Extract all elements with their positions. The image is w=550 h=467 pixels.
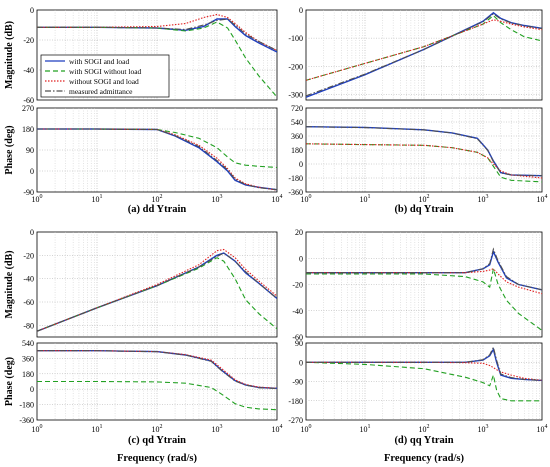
panel-2-phase-ytick-label: -360 [288,188,303,197]
panel-2-phase-ytick-label: 720 [291,104,303,113]
panel-2-phase-series-3-line [306,143,542,179]
panel-3-phase-ytick-label: 180 [22,370,34,379]
panel-2-phase-xtick-label: 100 [301,194,312,204]
panel-4-title: (d) qq Ytrain [394,435,453,446]
panel-3-phase-xtick-label: 100 [32,424,43,434]
panel-4-phase-ytick-label: 90 [295,339,303,348]
panel-2-magnitude-ytick-label: -100 [288,34,303,43]
panel-3-magnitude-series-4-line [37,252,277,332]
panel-4-phase-ytick-label: -180 [288,397,303,406]
panel-1-magnitude-ylabel: Magnitude (dB) [4,21,15,89]
panel-2-magnitude-ytick-label: -300 [288,90,303,99]
panel-3-phase-ytick-label: 540 [22,339,34,348]
panel-4-phase-xtick-label: 104 [537,424,548,434]
panel-4-phase-xtick-label: 100 [301,424,312,434]
panel-2-phase-xtick-label: 104 [537,194,548,204]
panel-4-phase-xtick-label: 102 [419,424,430,434]
panel-4-magnitude-ytick-label: -60 [292,333,303,342]
panel-3-phase-xtick-label: 102 [152,424,163,434]
panel-3-title: (c) qd Ytrain [128,435,186,446]
legend-entry-1: with SOGI and load [69,57,129,66]
panel-2-phase-xtick-label: 102 [419,194,430,204]
panel-3-phase-ytick-label: 360 [22,354,34,363]
legend-entry-4: measured admittance [69,87,133,96]
panel-3-magnitude-ytick-label: 0 [30,228,34,237]
panel-4-phase-ytick-label: -270 [288,416,303,425]
panel-1-phase-xtick-label: 103 [212,194,223,204]
panel-2-phase-xtick-label: 103 [478,194,489,204]
panel-2-magnitude-series-4-line [306,13,542,97]
panel-4-phase-ytick-label: -90 [292,378,303,387]
panel-1-phase-xtick-label: 100 [32,194,43,204]
panel-4-magnitude-series-2-line [306,268,542,331]
panel-3-phase-xtick-label: 104 [272,424,283,434]
panel-1-phase-ytick-label: 90 [26,146,34,155]
panel-1-phase-ytick-label: 0 [30,167,34,176]
panel-3-phase-series-3-line [37,350,277,389]
panel-4-magnitude-ytick-label: -20 [292,281,303,290]
legend-entry-3: without SOGI and load [69,77,139,86]
panel-3-magnitude-ytick-label: -20 [23,251,34,260]
panel-3-phase-ylabel: Phase (deg) [4,357,15,406]
panel-4-phase-series-2-line [306,361,542,402]
panel-2-phase-ytick-label: -180 [288,174,303,183]
panel-2-title: (b) dq Ytrain [394,204,453,215]
panel-2-magnitude-series-3-line [306,19,542,81]
panel-4-magnitude-ytick-label: -40 [292,307,303,316]
panel-4-magnitude-ytick-label: 0 [299,254,303,263]
panel-4-phase-xtick-label: 101 [360,424,371,434]
panel-1-phase-ytick-label: 180 [22,125,34,134]
panel-2-phase-ytick-label: 540 [291,118,303,127]
panel-4-phase-xtick-label: 103 [478,424,489,434]
panel-4-phase-ytick-label: 0 [299,358,303,367]
panel-3-phase-xtick-label: 101 [92,424,103,434]
panel-4-phase-series-4-line [306,345,542,381]
panel-3-magnitude-series-3-line [37,248,277,332]
panel-3-phase-series-4-line [37,350,277,390]
panel-1-phase-series-4-line [37,128,277,191]
panel-2-magnitude-ytick-label: 0 [299,6,303,15]
panel-3-phase-xtick-label: 103 [212,424,223,434]
legend-box [40,54,170,98]
panel-1-phase-xtick-label: 101 [92,194,103,204]
panel-2-magnitude-ytick-label: -200 [288,62,303,71]
panel-3-magnitude-ytick-label: -40 [23,275,34,284]
panel-1-phase-ytick-label: -90 [23,188,34,197]
panel-4-xlabel: Frequency (rad/s) [384,453,465,464]
panel-1-magnitude-ytick-label: -60 [23,96,34,105]
panel-3-phase-series-2-line [37,380,277,411]
panel-3-phase-ytick-label: 0 [30,385,34,394]
panel-3-magnitude-ytick-label: -60 [23,298,34,307]
panel-3-xlabel: Frequency (rad/s) [117,453,198,464]
panel-1-magnitude-ytick-label: -40 [23,66,34,75]
panel-3-phase-ytick-label: -360 [19,416,34,425]
panel-4-magnitude-series-1-line [306,249,542,291]
panel-3-phase-ytick-label: -180 [19,401,34,410]
panel-4-magnitude-series-4-line [306,247,542,291]
panel-1-magnitude-ytick-label: 0 [30,6,34,15]
panel-2-phase-ytick-label: 180 [291,146,303,155]
panel-1-phase-ylabel: Phase (deg) [4,125,15,174]
panel-2-phase-ytick-label: 360 [291,132,303,141]
legend-entry-2: with SOGI without load [69,67,142,76]
panel-2-phase-xtick-label: 101 [360,194,371,204]
panel-2-phase-series-4-line [306,126,542,177]
panel-1-phase-ytick-label: 270 [22,104,34,113]
panel-1-phase-xtick-label: 102 [152,194,163,204]
panel-4-magnitude-series-3-line [306,268,542,295]
panel-1-magnitude-series-4-line [37,18,277,51]
panel-1-magnitude-series-3-line [37,13,277,51]
panel-3-magnitude-ylabel: Magnitude (dB) [4,250,15,318]
panel-1-magnitude-ytick-label: -20 [23,36,34,45]
panel-4-magnitude-ytick-label: 20 [295,228,303,237]
panel-1-phase-xtick-label: 104 [272,194,283,204]
panel-2-phase-ytick-label: 0 [299,160,303,169]
panel-3-magnitude-ytick-label: -80 [23,321,34,330]
panel-1-title: (a) dd Ytrain [128,204,187,215]
